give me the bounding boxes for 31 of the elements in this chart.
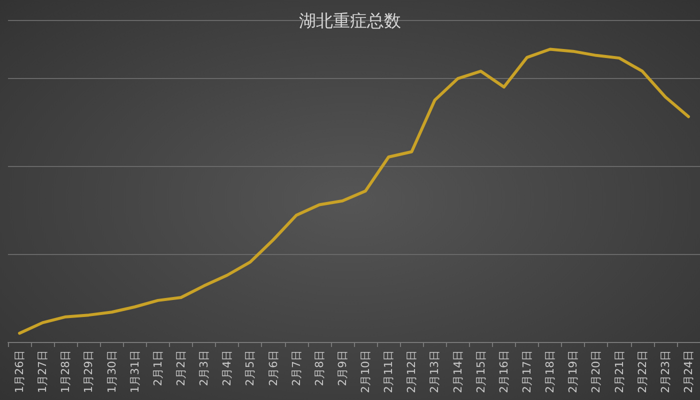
x-tick-label: 2月15日	[474, 350, 488, 393]
x-tick-label: 2月14日	[451, 350, 464, 393]
x-tick-label: 1月26日	[13, 350, 26, 393]
x-tick-label: 2月16日	[497, 350, 510, 393]
x-tick-label: 2月22日	[636, 350, 649, 393]
x-tick-label: 2月5日	[244, 350, 257, 386]
x-tick-label: 1月29日	[82, 350, 96, 393]
x-tick-label: 2月13日	[428, 350, 442, 393]
x-tick-label: 2月9日	[336, 350, 349, 386]
x-tick-label: 2月11日	[382, 350, 396, 393]
x-tick-label: 2月1日	[151, 350, 164, 386]
x-tick-label: 1月31日	[128, 350, 142, 393]
x-tick-label: 2月21日	[612, 350, 626, 393]
x-tick-label: 2月19日	[566, 350, 580, 393]
x-tick-label: 2月12日	[405, 350, 418, 393]
x-tick-label: 2月8日	[312, 350, 326, 386]
x-tick-label: 2月6日	[266, 350, 280, 386]
x-tick-label: 2月7日	[290, 350, 303, 386]
chart-title: 湖北重症总数	[299, 12, 401, 32]
x-tick-label: 2月20日	[590, 350, 603, 393]
x-tick-label: 2月4日	[220, 350, 234, 386]
x-tick-label: 1月27日	[36, 350, 50, 393]
x-tick-label: 2月18日	[544, 350, 557, 393]
x-tick-label: 2月24日	[682, 350, 695, 393]
x-tick-label: 2月23日	[658, 350, 672, 393]
x-tick-label: 2月2日	[174, 350, 188, 386]
x-tick-label: 2月3日	[198, 350, 211, 386]
x-tick-label: 1月30日	[105, 350, 118, 393]
x-tick-label: 2月10日	[359, 350, 372, 393]
x-tick-label: 1月28日	[59, 350, 72, 393]
x-tick-label: 2月17日	[520, 350, 534, 393]
